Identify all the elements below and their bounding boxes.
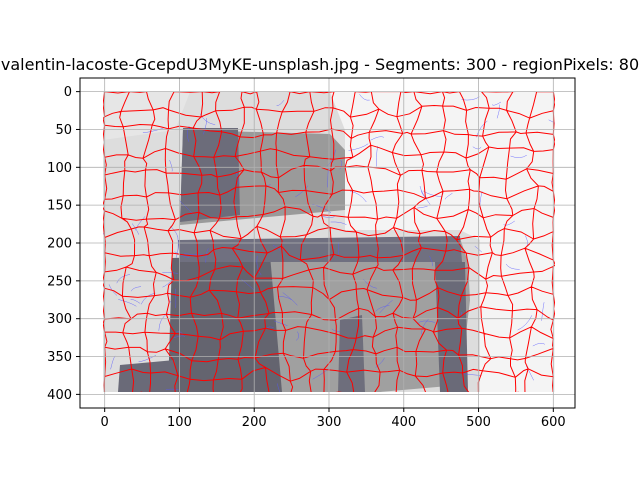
flow-line <box>162 278 174 288</box>
flow-line <box>174 251 190 258</box>
flow-line <box>429 255 433 267</box>
x-tick-label: 500 <box>466 415 491 430</box>
dark-region-foot <box>118 360 178 392</box>
flow-line <box>116 274 131 284</box>
flow-line <box>322 216 335 218</box>
flow-line <box>510 154 527 158</box>
flow-line <box>444 192 453 200</box>
flow-line <box>379 299 393 314</box>
y-tick-label: 350 <box>47 350 72 365</box>
x-tick-label: 400 <box>391 415 416 430</box>
flow-line <box>295 185 309 198</box>
flow-line <box>276 100 285 106</box>
y-tick-label: 50 <box>55 123 72 138</box>
flow-line <box>472 146 482 150</box>
x-tick-label: 600 <box>541 415 566 430</box>
x-tick-label: 300 <box>317 415 342 430</box>
x-tick-label: 200 <box>242 415 267 430</box>
flow-line <box>175 236 179 258</box>
x-tick-label: 100 <box>167 415 192 430</box>
y-tick-label: 100 <box>47 161 72 176</box>
flow-line <box>496 104 501 119</box>
y-axis: 0 50 100 150 200 250 300 350 400 <box>47 85 80 403</box>
flow-line <box>273 320 288 326</box>
flow-line <box>277 295 292 300</box>
y-tick-label: 400 <box>47 388 72 403</box>
flow-line <box>348 143 369 151</box>
flow-line <box>135 216 146 231</box>
flow-line <box>276 383 281 392</box>
flow-line <box>256 255 262 276</box>
y-tick-label: 200 <box>47 237 72 252</box>
flow-line <box>420 190 428 198</box>
flow-line <box>419 186 431 205</box>
flow-line <box>375 357 385 368</box>
flow-line <box>375 305 390 312</box>
x-axis: 0 100 200 300 400 500 600 <box>101 408 566 430</box>
plot-area: 0 100 200 300 400 500 600 0 50 100 150 200 250 300 35… <box>47 77 576 430</box>
flow-line <box>503 220 515 226</box>
flow-line <box>417 205 428 209</box>
y-tick-label: 300 <box>47 312 72 327</box>
y-tick-label: 0 <box>64 85 72 100</box>
flow-line <box>130 286 142 292</box>
grid-lines <box>80 78 575 408</box>
y-tick-label: 150 <box>47 199 72 214</box>
flow-line <box>463 373 482 376</box>
flow-line <box>350 191 367 203</box>
dark-region-seat-edge <box>178 236 462 262</box>
flow-line <box>162 272 179 274</box>
flow-line <box>331 328 341 332</box>
chart-title: valentin-lacoste-GcepdU3MyKE-unsplash.jp… <box>1 55 639 74</box>
flow-line <box>173 335 186 338</box>
flow-line <box>118 299 137 307</box>
flow-line <box>203 118 207 135</box>
flow-line <box>517 315 533 331</box>
flow-line <box>370 136 385 141</box>
segment-boundary-mesh <box>103 92 555 392</box>
flow-line <box>282 292 298 306</box>
flow-line <box>295 331 300 341</box>
flow-line <box>170 225 178 237</box>
segmentation-image <box>103 92 555 392</box>
y-tick-label: 250 <box>47 274 72 289</box>
flow-line <box>532 342 546 347</box>
flow-line <box>165 388 179 391</box>
flow-line <box>505 263 520 270</box>
flow-line <box>525 235 528 246</box>
x-tick-label: 0 <box>101 415 109 430</box>
flow-line <box>330 221 347 226</box>
flow-line <box>205 248 209 263</box>
segment-boundaries <box>103 92 555 392</box>
flow-line <box>359 94 370 101</box>
flow-line <box>376 146 378 167</box>
flow-lines <box>103 94 555 392</box>
flow-line <box>130 299 141 304</box>
flow-line <box>339 160 343 170</box>
flow-line <box>474 245 482 253</box>
flow-line <box>312 368 330 380</box>
flow-line <box>327 166 329 188</box>
flow-line <box>491 101 502 106</box>
flow-line <box>548 119 555 124</box>
flow-line <box>131 223 139 235</box>
